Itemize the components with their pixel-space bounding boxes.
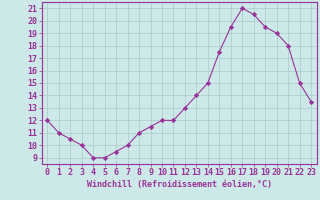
X-axis label: Windchill (Refroidissement éolien,°C): Windchill (Refroidissement éolien,°C)	[87, 180, 272, 189]
